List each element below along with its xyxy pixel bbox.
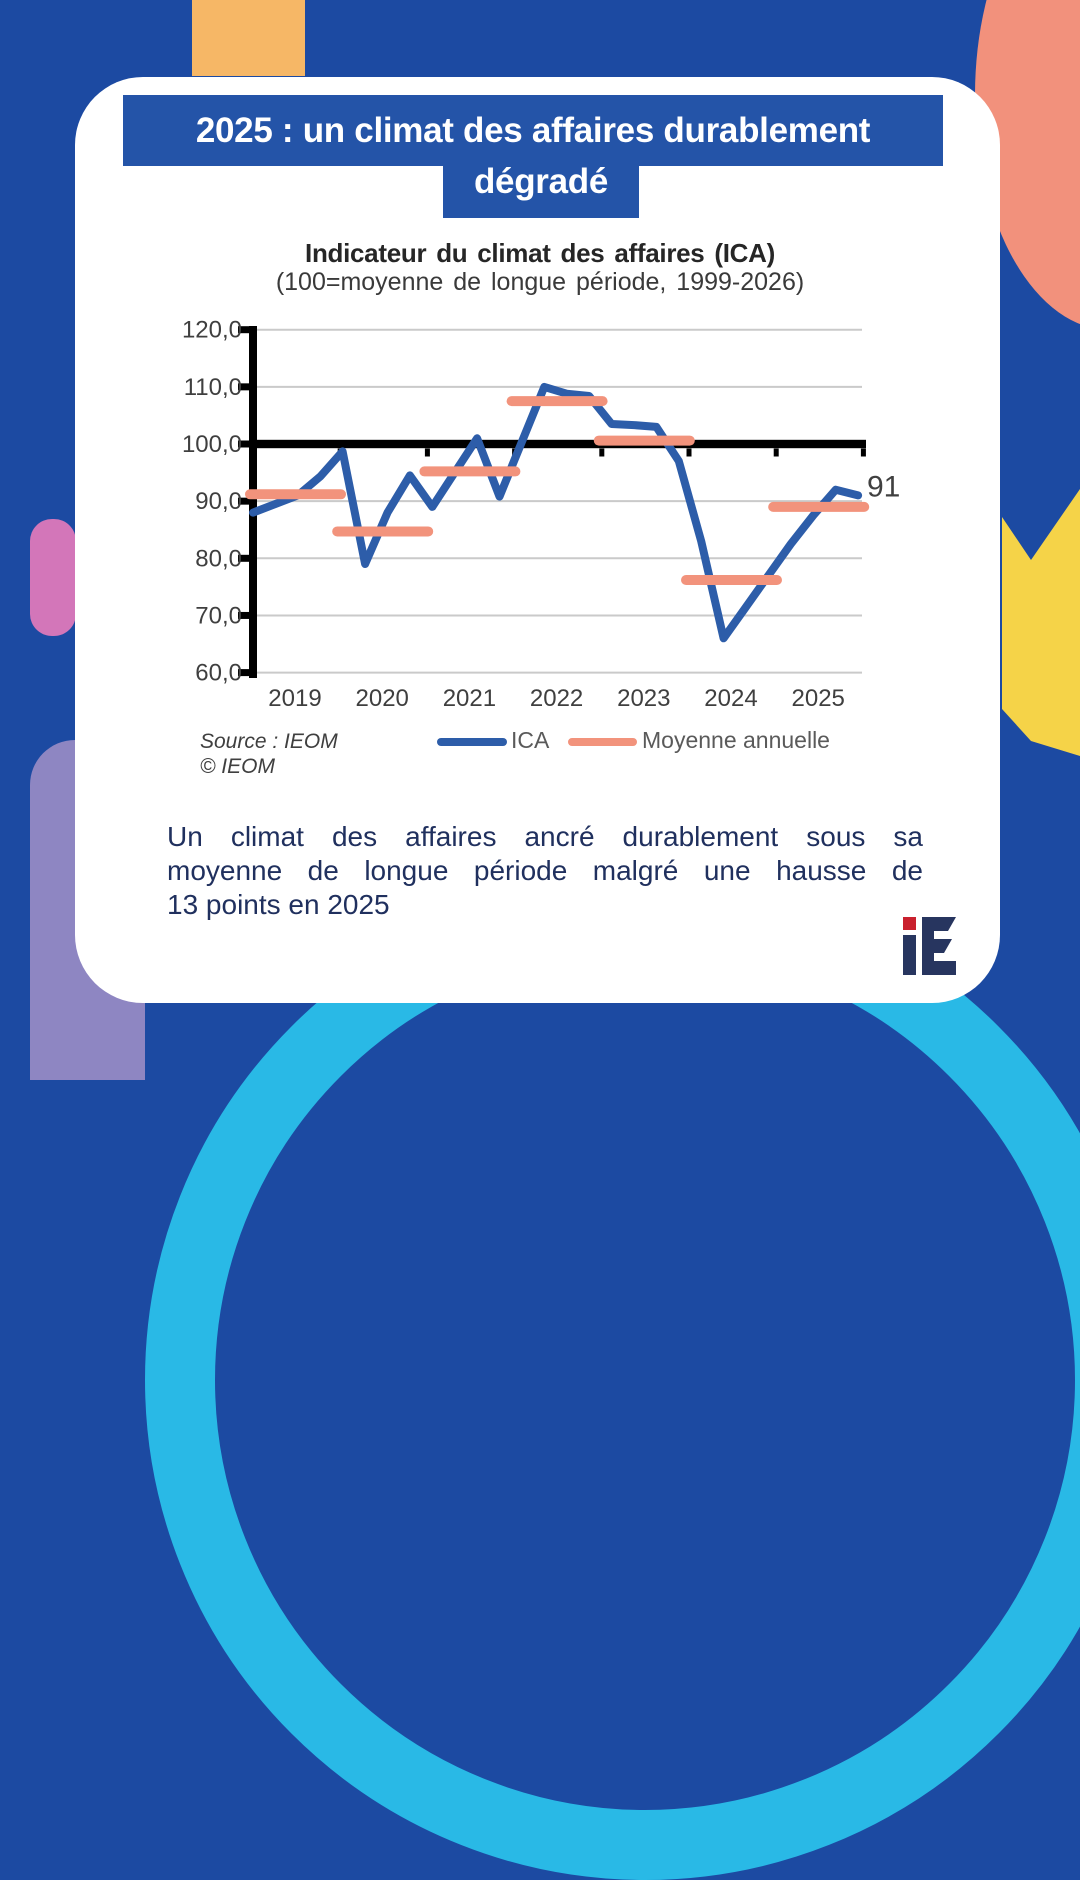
ica-line-chart: 60,0 70,0 80,0 90,0 100,0 110,0 120,0 91 2019 202… <box>182 317 900 712</box>
svg-text:60,0: 60,0 <box>195 660 242 687</box>
legend-ica-line-swatch <box>437 738 507 746</box>
svg-text:2020: 2020 <box>356 685 409 712</box>
ie-logo-dot <box>903 917 916 930</box>
source-note: Source : IEOM © IEOM <box>200 729 338 779</box>
svg-text:2022: 2022 <box>530 685 583 712</box>
svg-text:2019: 2019 <box>268 685 321 712</box>
svg-text:70,0: 70,0 <box>195 602 242 629</box>
svg-text:90,0: 90,0 <box>195 488 242 515</box>
ie-logo <box>903 915 959 975</box>
decor-orange-rectangle <box>192 0 305 76</box>
legend-moyenne-line-swatch <box>568 738 637 746</box>
decor-cyan-ring <box>145 880 1080 1880</box>
svg-text:2025: 2025 <box>792 685 845 712</box>
infographic-canvas: { "banner": { "line1": "2025 : un climat… <box>30 0 1080 1880</box>
decor-yellow-chevron <box>1002 489 1080 756</box>
title-banner-line2: dégradé <box>443 162 639 218</box>
caption-line2: moyenne de longue période malgré une hau… <box>167 855 923 886</box>
legend-ica-label: ICA <box>511 727 550 753</box>
title-line1: 2025 : un climat des affaires durablemen… <box>195 110 871 150</box>
caption-line3: 13 points en 2025 <box>167 889 390 920</box>
title-banner: 2025 : un climat des affaires durablemen… <box>123 95 943 166</box>
chart-title: Indicateur du climat des affaires (ICA) <box>305 238 775 268</box>
svg-text:120,0: 120,0 <box>182 317 242 344</box>
content-card <box>75 77 1000 1003</box>
chart-subtitle: (100=moyenne de longue période, 1999-202… <box>275 268 805 296</box>
decor-pink-rectangle <box>30 519 76 636</box>
svg-text:100,0: 100,0 <box>182 431 242 458</box>
caption-line1: Un climat des affaires ancré durablement… <box>167 821 923 852</box>
svg-text:2024: 2024 <box>704 685 757 712</box>
ie-logo-e <box>922 917 956 975</box>
svg-text:80,0: 80,0 <box>195 545 242 572</box>
svg-text:91: 91 <box>867 470 900 503</box>
svg-text:2021: 2021 <box>443 685 496 712</box>
caption-text: Un climat des affaires ancré durablement… <box>167 820 923 922</box>
source-line1: Source : IEOM <box>200 730 338 753</box>
title-line2: dégradé <box>473 162 609 201</box>
svg-text:110,0: 110,0 <box>184 374 242 401</box>
legend-moyenne-label: Moyenne annuelle <box>642 727 830 753</box>
svg-text:2023: 2023 <box>617 685 670 712</box>
source-line2: © IEOM <box>200 755 275 778</box>
ie-logo-i-stem <box>903 935 916 975</box>
